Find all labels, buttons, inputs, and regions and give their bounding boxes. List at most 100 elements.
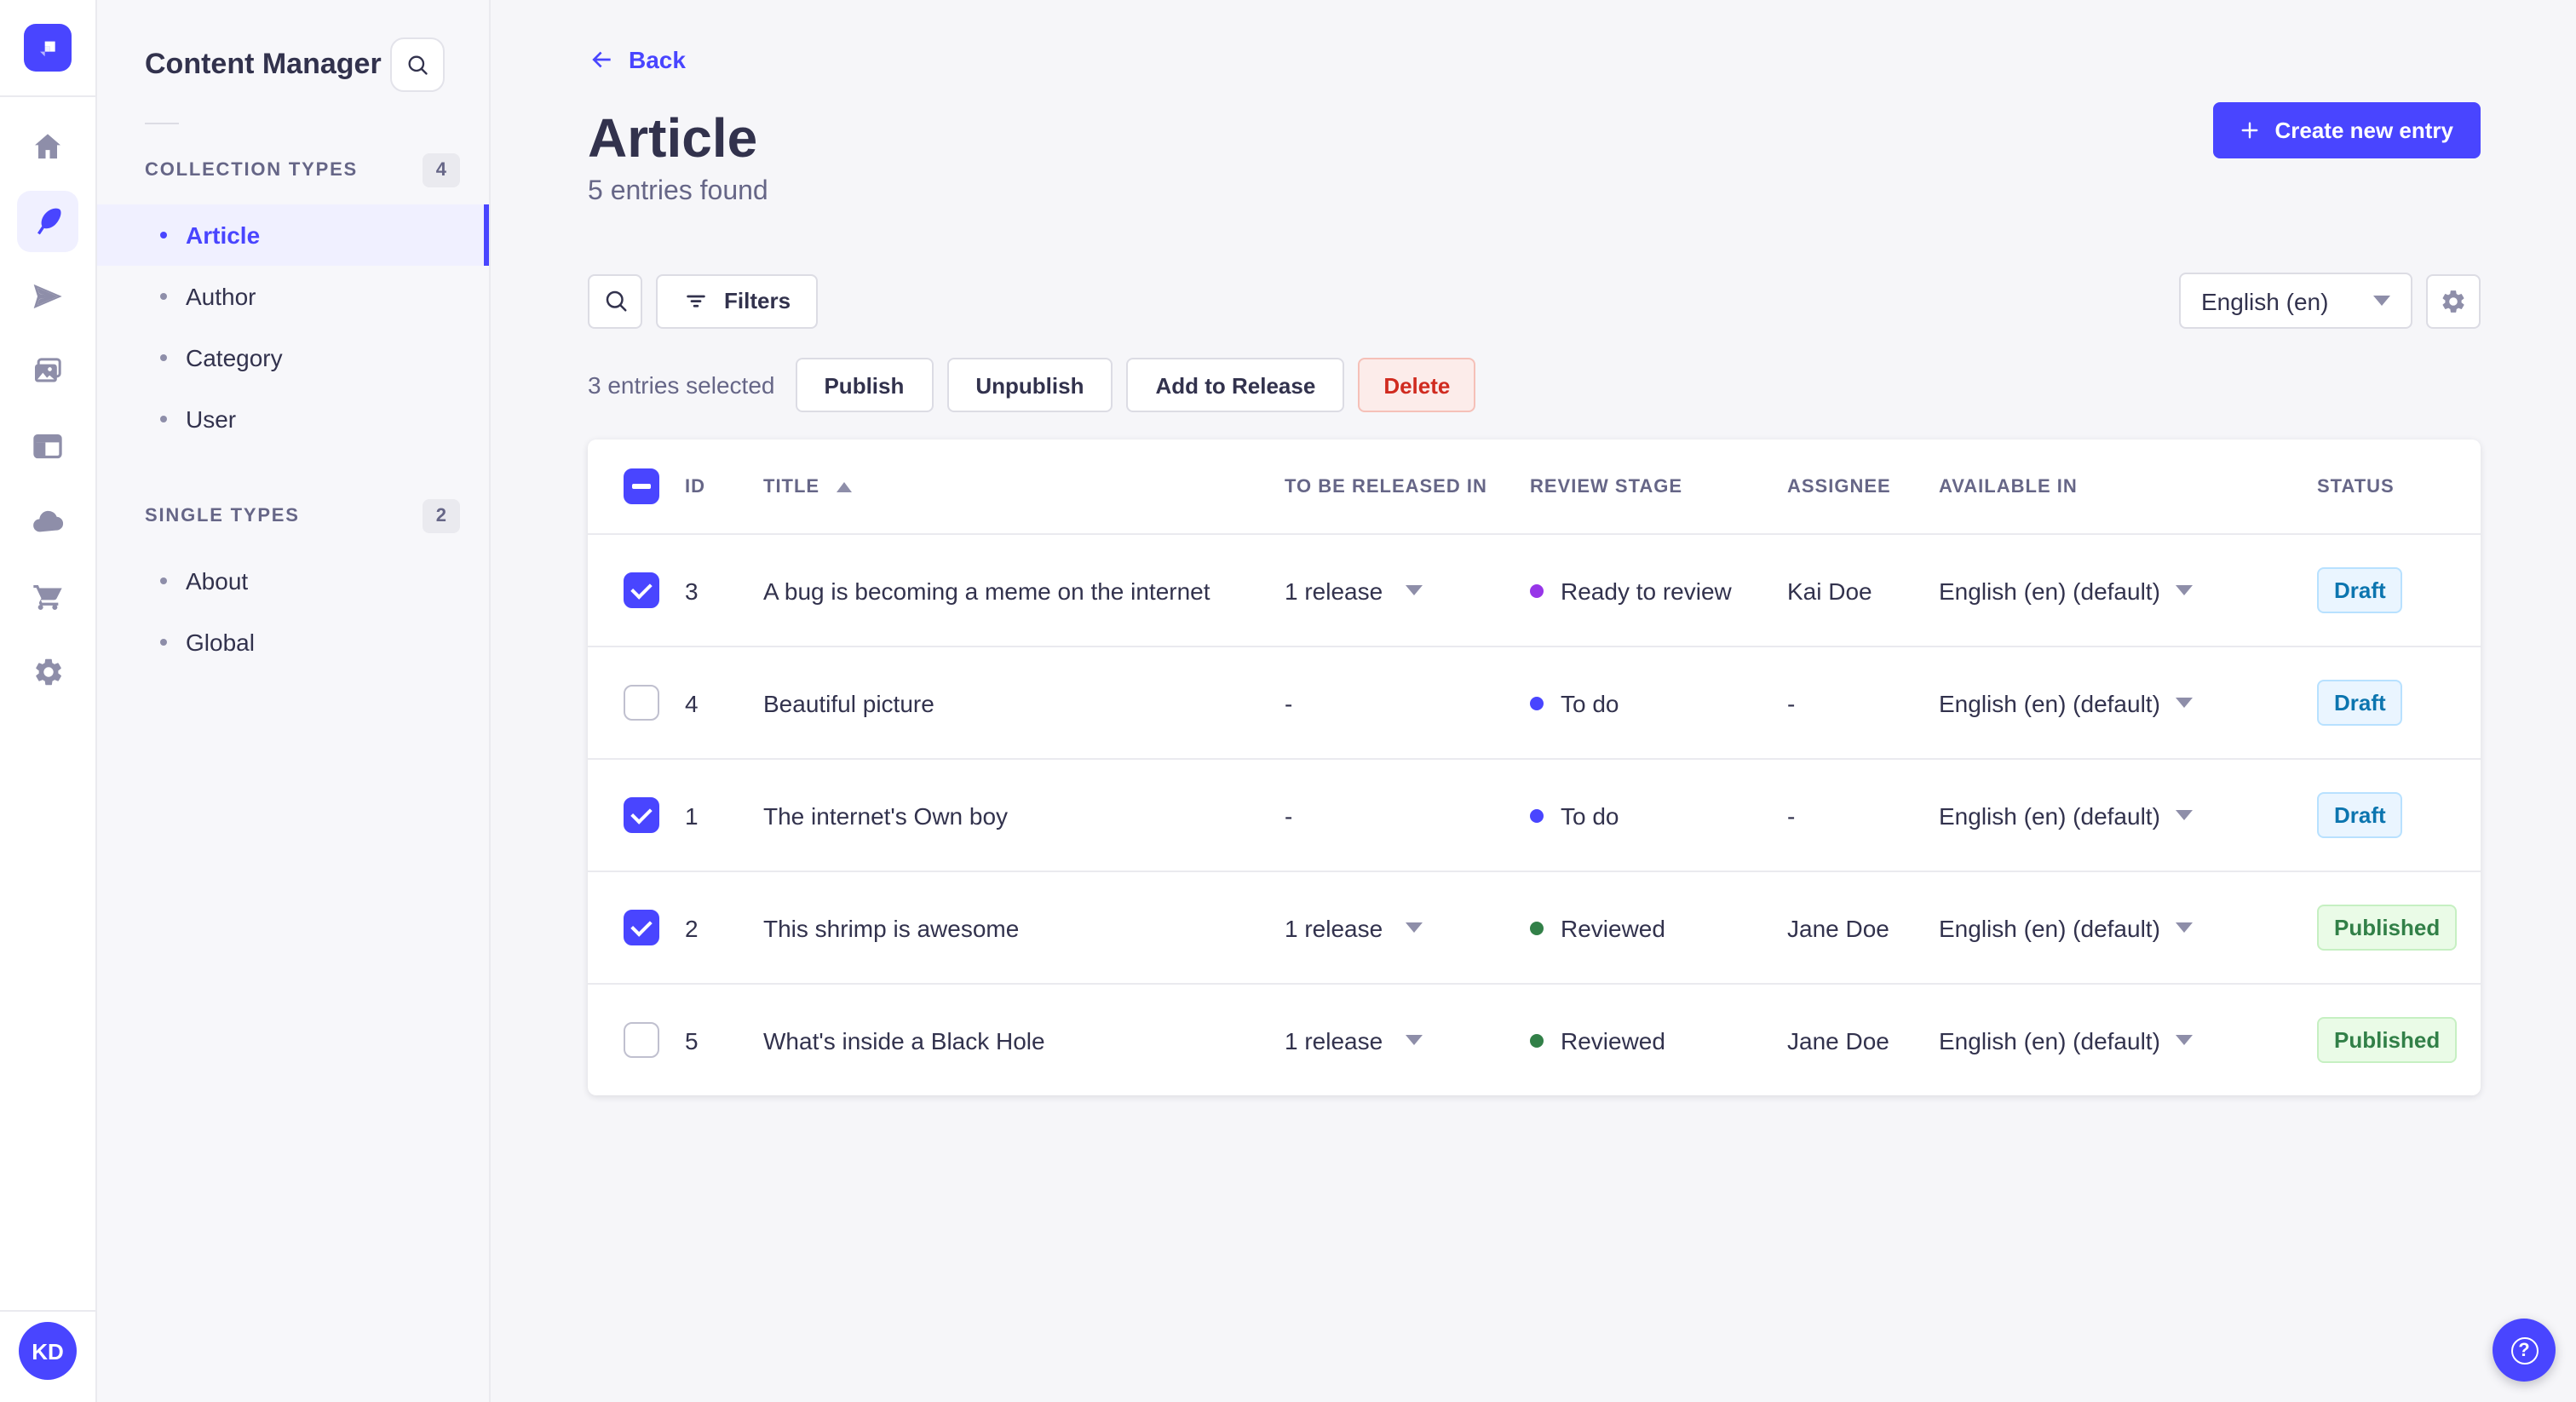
table-row[interactable]: 4 Beautiful picture - To do - English (e… [588,646,2481,758]
row-assignee: - [1787,689,1796,716]
row-available-in-cell[interactable]: English (en) (default) [1939,914,2317,941]
entries-table: ID TITLE TO BE RELEASED IN REVIEW STAGE … [588,440,2481,1095]
row-available-in-cell[interactable]: English (en) (default) [1939,802,2317,829]
page-title: Article [588,107,758,169]
row-title: What's inside a Black Hole [763,1026,1045,1054]
view-settings-button[interactable] [2426,273,2481,328]
table-row[interactable]: 1 The internet's Own boy - To do - Engli… [588,758,2481,871]
row-checkbox[interactable] [624,910,659,945]
row-available-in-cell[interactable]: English (en) (default) [1939,577,2317,604]
header-release: TO BE RELEASED IN [1285,476,1487,497]
header-assignee: ASSIGNEE [1787,476,1891,497]
table-search-button[interactable] [588,273,642,328]
table-row[interactable]: 5 What's inside a Black Hole 1 release R… [588,983,2481,1095]
publish-button[interactable]: Publish [795,358,934,412]
cloud-icon[interactable] [17,491,78,552]
chevron-down-icon [1405,922,1423,933]
add-to-release-button[interactable]: Add to Release [1126,358,1345,412]
filter-icon [687,295,705,307]
gear-icon [2442,290,2464,312]
chevron-down-icon [2175,1035,2193,1045]
row-available-in-cell[interactable]: English (en) (default) [1939,689,2317,716]
delete-button[interactable]: Delete [1358,358,1476,412]
row-release-cell[interactable]: - [1285,802,1293,829]
row-checkbox[interactable] [624,572,659,608]
strapi-logo[interactable] [0,0,95,97]
subnav-item-category[interactable]: Category [97,327,489,388]
row-assignee: Jane Doe [1787,1026,1889,1054]
bulk-actions-bar: 3 entries selected Publish Unpublish Add… [588,358,2481,412]
row-id: 4 [685,689,699,716]
single-types-count: 2 [422,499,460,533]
row-release-cell[interactable]: 1 release [1285,914,1530,941]
create-new-entry-button[interactable]: Create new entry [2213,102,2481,158]
row-release-cell[interactable]: 1 release [1285,1026,1530,1054]
chevron-down-icon [2175,698,2193,708]
bullet-icon [160,577,167,584]
subnav-item-author[interactable]: Author [97,266,489,327]
header-review-stage: REVIEW STAGE [1530,476,1683,497]
locale-select[interactable]: English (en) [2179,273,2412,329]
table-header-row: ID TITLE TO BE RELEASED IN REVIEW STAGE … [588,440,2481,533]
back-link[interactable]: Back [588,46,686,73]
table-row[interactable]: 3 A bug is becoming a meme on the intern… [588,533,2481,646]
row-title: A bug is becoming a meme on the internet [763,577,1210,604]
row-available-in-cell[interactable]: English (en) (default) [1939,1026,2317,1054]
unpublish-button[interactable]: Unpublish [946,358,1113,412]
collection-types-count: 4 [422,153,460,187]
user-avatar[interactable]: KD [19,1322,77,1380]
chevron-down-icon [2175,585,2193,595]
subnav-item-about[interactable]: About [97,550,489,612]
bullet-icon [160,639,167,646]
chevron-down-icon [1405,1035,1423,1045]
entries-count: 5 entries found [588,177,768,206]
row-checkbox[interactable] [624,1022,659,1058]
settings-gear-icon[interactable] [17,641,78,702]
select-all-checkbox[interactable] [624,468,659,504]
content-type-builder-icon[interactable] [17,416,78,477]
header-title[interactable]: TITLE [763,476,1285,497]
question-mark-icon: ? [2510,1336,2538,1364]
status-badge: Draft [2317,680,2403,726]
row-checkbox[interactable] [624,797,659,833]
back-arrow-icon [592,51,611,68]
releases-icon[interactable] [17,266,78,327]
subnav-item-user[interactable]: User [97,388,489,450]
row-id: 2 [685,914,699,941]
sort-asc-icon [837,481,853,491]
subnav-item-global[interactable]: Global [97,612,489,673]
bullet-icon [160,232,167,238]
row-review-stage: Reviewed [1530,914,1787,941]
chevron-down-icon [2175,922,2193,933]
content-manager-icon[interactable] [17,191,78,252]
selected-count-label: 3 entries selected [588,371,775,399]
header-id: ID [685,476,705,497]
media-library-icon[interactable] [17,341,78,402]
row-assignee: Jane Doe [1787,914,1889,941]
filters-button[interactable]: Filters [656,273,819,328]
row-id: 1 [685,802,699,829]
chevron-down-icon [1405,585,1423,595]
subnav-title: Content Manager [145,48,382,80]
status-badge: Draft [2317,567,2403,613]
row-title: This shrimp is awesome [763,914,1020,941]
stage-dot-icon [1530,696,1544,710]
subnav-item-article[interactable]: Article [97,204,489,266]
status-badge: Draft [2317,792,2403,838]
home-icon[interactable] [17,116,78,177]
row-release-cell[interactable]: - [1285,689,1293,716]
row-assignee: - [1787,802,1796,829]
plus-icon [2242,122,2258,139]
stage-dot-icon [1530,1033,1544,1047]
row-checkbox[interactable] [624,685,659,721]
stage-dot-icon [1530,583,1544,597]
marketplace-cart-icon[interactable] [17,566,78,627]
search-button[interactable] [390,37,445,92]
help-button[interactable]: ? [2493,1319,2556,1382]
table-row[interactable]: 2 This shrimp is awesome 1 release Revie… [588,871,2481,983]
search-icon [605,290,626,312]
row-review-stage: Reviewed [1530,1026,1787,1054]
row-release-cell[interactable]: 1 release [1285,577,1530,604]
header-status: STATUS [2317,476,2395,497]
